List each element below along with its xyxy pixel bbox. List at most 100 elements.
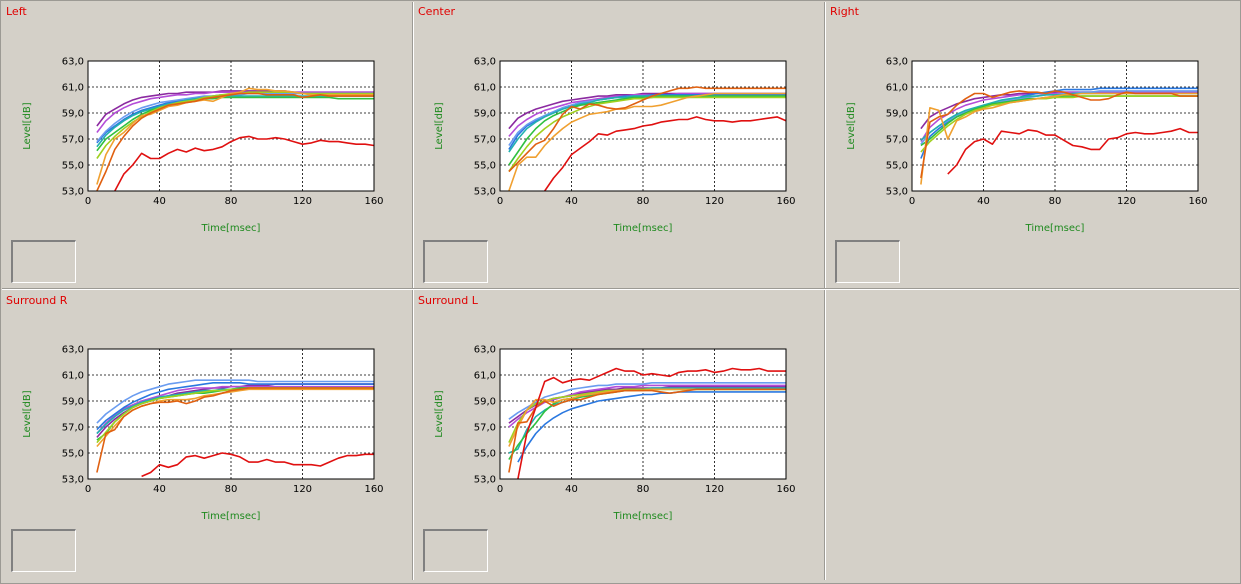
panel-title: Left — [6, 5, 27, 18]
y-tick-label: 59,0 — [886, 109, 908, 120]
series-group — [508, 367, 786, 479]
y-tick-label: 55,0 — [886, 161, 908, 172]
x-tick-label: 40 — [565, 196, 578, 207]
panel-surround-r: Surround R 53,0 55,0 57,0 59,0 61,0 63,0 0 40 80… — [2, 291, 413, 579]
series-group — [96, 379, 374, 478]
x-tick-label: 40 — [977, 196, 990, 207]
y-tick-label: 63,0 — [886, 57, 908, 68]
y-tick-label: 55,0 — [474, 449, 496, 460]
plot-frame — [87, 348, 375, 480]
x-tick-label: 80 — [225, 484, 238, 495]
x-tick-label: 0 — [85, 484, 91, 495]
panel-center: Center 53,0 55,0 57,0 59,0 61,0 63,0 0 40 80 120 1… — [414, 2, 825, 289]
x-tick-label: 160 — [364, 484, 383, 495]
plot-frame — [499, 348, 787, 480]
series-line-9 — [96, 92, 374, 191]
panel-right: Right 53,0 55,0 57,0 59,0 61,0 63,0 0 40 80 120 16… — [826, 2, 1239, 289]
y-axis-label: Level[dB] — [434, 102, 445, 150]
series-line-4 — [508, 382, 786, 420]
x-tick-label: 80 — [225, 196, 238, 207]
plot-frame — [911, 60, 1199, 192]
x-tick-label: 0 — [497, 196, 503, 207]
series-line-8 — [96, 87, 374, 185]
chart-center: 53,0 55,0 57,0 59,0 61,0 63,0 0 40 80 120 160 Time[… — [434, 57, 796, 235]
x-tick-label: 120 — [705, 484, 724, 495]
y-tick-label: 63,0 — [474, 345, 496, 356]
x-tick-label: 120 — [1117, 196, 1136, 207]
empty-slot — [423, 240, 488, 283]
y-tick-label: 59,0 — [474, 109, 496, 120]
x-tick-label: 80 — [637, 196, 650, 207]
x-tick-label: 120 — [705, 196, 724, 207]
y-tick-label: 59,0 — [62, 397, 84, 408]
y-tick-label: 55,0 — [474, 161, 496, 172]
x-tick-label: 40 — [565, 484, 578, 495]
x-tick-label: 160 — [1188, 196, 1207, 207]
y-tick-label: 53,0 — [886, 187, 908, 198]
panel-surround-l: Surround L 53,0 55,0 57,0 59,0 61,0 63,0 0 40 80… — [414, 291, 825, 579]
series-line-3 — [517, 391, 786, 463]
series-line-2 — [920, 91, 1198, 143]
y-tick-label: 57,0 — [62, 423, 84, 434]
y-tick-label: 57,0 — [62, 135, 84, 146]
series-line-10 — [544, 116, 786, 191]
x-axis-label: Time[msec] — [201, 223, 261, 234]
y-axis-label: Level[dB] — [434, 390, 445, 438]
y-tick-label: 57,0 — [886, 135, 908, 146]
series-line-6 — [96, 96, 374, 152]
empty-slot — [11, 529, 76, 572]
y-tick-label: 55,0 — [62, 449, 84, 460]
series-line-10 — [141, 452, 374, 478]
x-tick-label: 0 — [497, 484, 503, 495]
series-group — [508, 86, 786, 191]
series-line-7 — [920, 95, 1198, 153]
x-axis-label: Time[msec] — [613, 511, 673, 522]
series-line-4 — [96, 379, 374, 424]
y-tick-label: 53,0 — [62, 187, 84, 198]
empty-slot — [835, 240, 900, 283]
series-line-2 — [508, 384, 786, 428]
chart-surround-r: 53,0 55,0 57,0 59,0 61,0 63,0 0 40 80 120 160 Time[… — [22, 345, 384, 523]
y-tick-label: 61,0 — [62, 371, 84, 382]
y-tick-label: 63,0 — [62, 57, 84, 68]
empty-slot — [11, 240, 76, 283]
x-tick-label: 0 — [85, 196, 91, 207]
y-tick-label: 61,0 — [886, 83, 908, 94]
empty-slot — [423, 529, 488, 572]
y-tick-label: 59,0 — [474, 397, 496, 408]
series-line-10 — [517, 367, 786, 479]
y-tick-label: 59,0 — [62, 109, 84, 120]
x-tick-label: 80 — [1049, 196, 1062, 207]
panel-left: Left 53,0 55,0 57,0 59,0 61,0 63,0 0 40 80 120 160… — [2, 2, 413, 289]
x-axis-label: Time[msec] — [1025, 223, 1085, 234]
series-line-9 — [96, 387, 374, 473]
y-tick-label: 63,0 — [62, 345, 84, 356]
divider — [2, 288, 1239, 290]
y-tick-label: 61,0 — [474, 83, 496, 94]
y-tick-label: 55,0 — [62, 161, 84, 172]
y-tick-label: 57,0 — [474, 135, 496, 146]
panel-title: Surround L — [418, 294, 478, 307]
panel-title: Center — [418, 5, 456, 18]
series-line-8 — [508, 92, 786, 191]
x-axis-label: Time[msec] — [201, 511, 261, 522]
divider — [824, 2, 826, 580]
panel-title: Right — [830, 5, 859, 18]
plot-frame — [499, 60, 787, 192]
x-tick-label: 80 — [637, 484, 650, 495]
plot-frame — [87, 60, 375, 192]
chart-surround-l: 53,0 55,0 57,0 59,0 61,0 63,0 0 40 80 120 160 Time[… — [434, 345, 796, 523]
panel-title: Surround R — [6, 294, 68, 307]
series-group — [96, 87, 374, 191]
series-line-9 — [508, 86, 786, 173]
panel-empty — [826, 291, 1239, 579]
chart-right: 53,0 55,0 57,0 59,0 61,0 63,0 0 40 80 120 160 Time[… — [846, 57, 1208, 235]
x-tick-label: 160 — [776, 196, 795, 207]
y-tick-label: 53,0 — [474, 475, 496, 486]
y-tick-label: 63,0 — [474, 57, 496, 68]
chart-left: 53,0 55,0 57,0 59,0 61,0 63,0 0 40 80 120 160 Time[… — [22, 57, 384, 235]
x-tick-label: 120 — [293, 196, 312, 207]
y-axis-label: Level[dB] — [846, 102, 857, 150]
series-line-10 — [947, 127, 1198, 175]
